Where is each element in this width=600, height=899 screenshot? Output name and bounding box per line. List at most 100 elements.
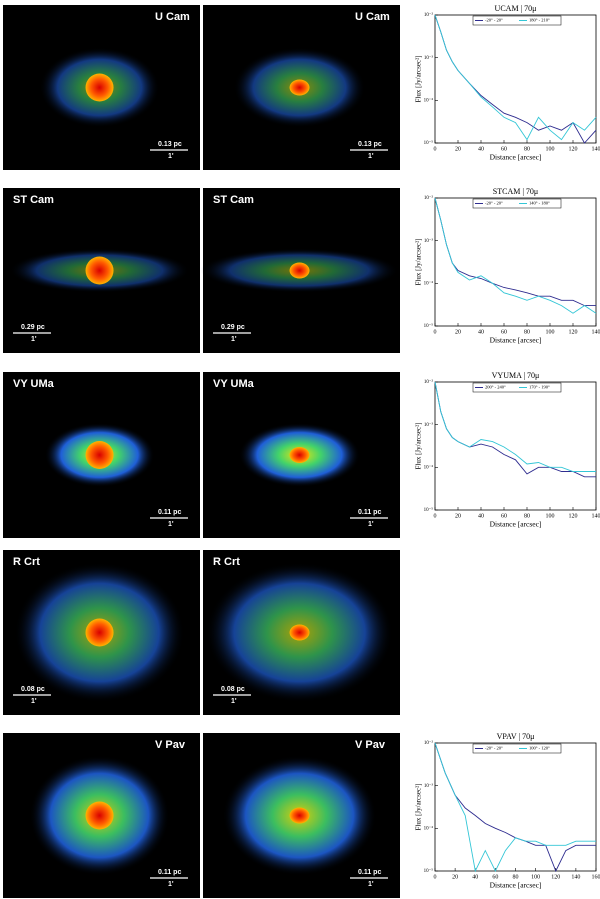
star-core (289, 262, 310, 279)
star-label: U Cam (155, 11, 190, 23)
star-label: R Crt (213, 556, 240, 568)
legend-box (472, 743, 562, 754)
star-core (289, 79, 310, 96)
scale-arcmin: 1' (168, 153, 174, 160)
y-tick-label: 10⁻⁴ (424, 97, 434, 103)
scale-pc: 0.11 pc (358, 509, 381, 516)
x-tick-label: 0 (434, 329, 437, 335)
x-tick-label: 80 (524, 329, 530, 335)
legend-entry: -20° - 20° (485, 746, 503, 751)
x-tick-label: 60 (501, 329, 507, 335)
scale-arcmin: 1' (168, 521, 174, 528)
x-tick-label: 0 (434, 874, 437, 880)
chart-title: UCAM | 70μ (495, 4, 537, 13)
scale-pc: 0.29 pc (221, 324, 245, 331)
x-tick-label: 40 (478, 513, 484, 519)
scale-arcmin: 1' (231, 336, 237, 343)
star-label: U Cam (355, 11, 390, 23)
legend-box (472, 382, 562, 393)
legend-entry: 100° - 120° (529, 746, 550, 751)
x-tick-label: 80 (524, 146, 530, 152)
y-axis-label: Flux [Jy/arcsec²] (415, 238, 423, 285)
scale-pc: 0.11 pc (158, 869, 181, 876)
y-tick-label: 10⁻² (424, 740, 434, 746)
scale-arcmin: 1' (168, 881, 174, 888)
star-core (289, 624, 310, 641)
scale-pc: 0.29 pc (21, 324, 45, 331)
star-label: R Crt (13, 556, 40, 568)
y-tick-label: 10⁻² (424, 379, 434, 385)
scale-pc: 0.08 pc (21, 686, 45, 693)
y-axis-label: Flux [Jy/arcsec²] (415, 55, 423, 102)
chart-title: VYUMA | 70μ (492, 371, 540, 380)
x-axis-label: Distance [arcsec] (490, 881, 542, 890)
legend-entry: 180° - 210° (529, 18, 550, 23)
x-tick-label: 40 (478, 146, 484, 152)
x-tick-label: 40 (478, 329, 484, 335)
x-tick-label: 0 (434, 513, 437, 519)
series-line (434, 381, 596, 478)
scale-arcmin: 1' (31, 336, 37, 343)
plot-frame (434, 742, 597, 872)
scale-pc: 0.11 pc (158, 509, 181, 516)
star-core (85, 618, 114, 647)
y-axis-label: Flux [Jy/arcsec²] (415, 422, 423, 469)
y-tick-label: 10⁻³ (424, 422, 434, 428)
y-tick-label: 10⁻⁵ (424, 507, 434, 513)
x-tick-label: 160 (592, 874, 600, 880)
x-tick-label: 20 (452, 874, 458, 880)
x-tick-label: 100 (546, 146, 555, 152)
x-tick-label: 0 (434, 146, 437, 152)
x-tick-label: 140 (592, 513, 600, 519)
x-tick-label: 20 (455, 329, 461, 335)
series-line (434, 381, 596, 472)
x-tick-label: 140 (592, 329, 600, 335)
star-core (85, 73, 114, 102)
y-tick-label: 10⁻⁵ (424, 868, 434, 874)
star-core (289, 807, 310, 824)
x-tick-label: 20 (455, 513, 461, 519)
y-tick-label: 10⁻³ (424, 783, 434, 789)
x-tick-label: 120 (569, 146, 578, 152)
y-tick-label: 10⁻² (424, 12, 434, 18)
legend-entry: -20° - 20° (485, 18, 503, 23)
y-tick-label: 10⁻⁵ (424, 323, 434, 329)
x-tick-label: 100 (546, 513, 555, 519)
scale-pc: 0.11 pc (358, 869, 381, 876)
chart-title: STCAM | 70μ (493, 187, 538, 196)
x-tick-label: 140 (592, 146, 600, 152)
legend-entry: 140° - 180° (529, 201, 550, 206)
y-tick-label: 10⁻⁴ (424, 280, 434, 286)
x-axis-label: Distance [arcsec] (490, 153, 542, 162)
x-tick-label: 20 (455, 146, 461, 152)
x-tick-label: 120 (551, 874, 560, 880)
y-tick-label: 10⁻² (424, 195, 434, 201)
legend-box (472, 15, 562, 26)
scale-pc: 0.08 pc (221, 686, 245, 693)
y-tick-label: 10⁻³ (424, 238, 434, 244)
plot-frame (434, 14, 597, 144)
star-label: ST Cam (13, 194, 54, 206)
x-tick-label: 60 (501, 146, 507, 152)
y-tick-label: 10⁻³ (424, 55, 434, 61)
series-line (434, 742, 596, 873)
x-tick-label: 80 (513, 874, 519, 880)
series-line (434, 742, 596, 873)
star-label: VY UMa (213, 378, 255, 390)
star-label: V Pav (155, 739, 186, 751)
y-tick-label: 10⁻⁵ (424, 140, 434, 146)
scale-arcmin: 1' (368, 153, 374, 160)
scale-arcmin: 1' (31, 698, 37, 705)
star-core (85, 256, 114, 285)
x-tick-label: 100 (531, 874, 540, 880)
x-tick-label: 60 (492, 874, 498, 880)
star-label: VY UMa (13, 378, 55, 390)
chart-title: VPAV | 70μ (497, 732, 535, 741)
scale-pc: 0.13 pc (358, 141, 382, 148)
legend-entry: 200° - 240° (485, 385, 506, 390)
x-tick-label: 60 (501, 513, 507, 519)
plot-frame (434, 197, 597, 327)
x-tick-label: 120 (569, 513, 578, 519)
